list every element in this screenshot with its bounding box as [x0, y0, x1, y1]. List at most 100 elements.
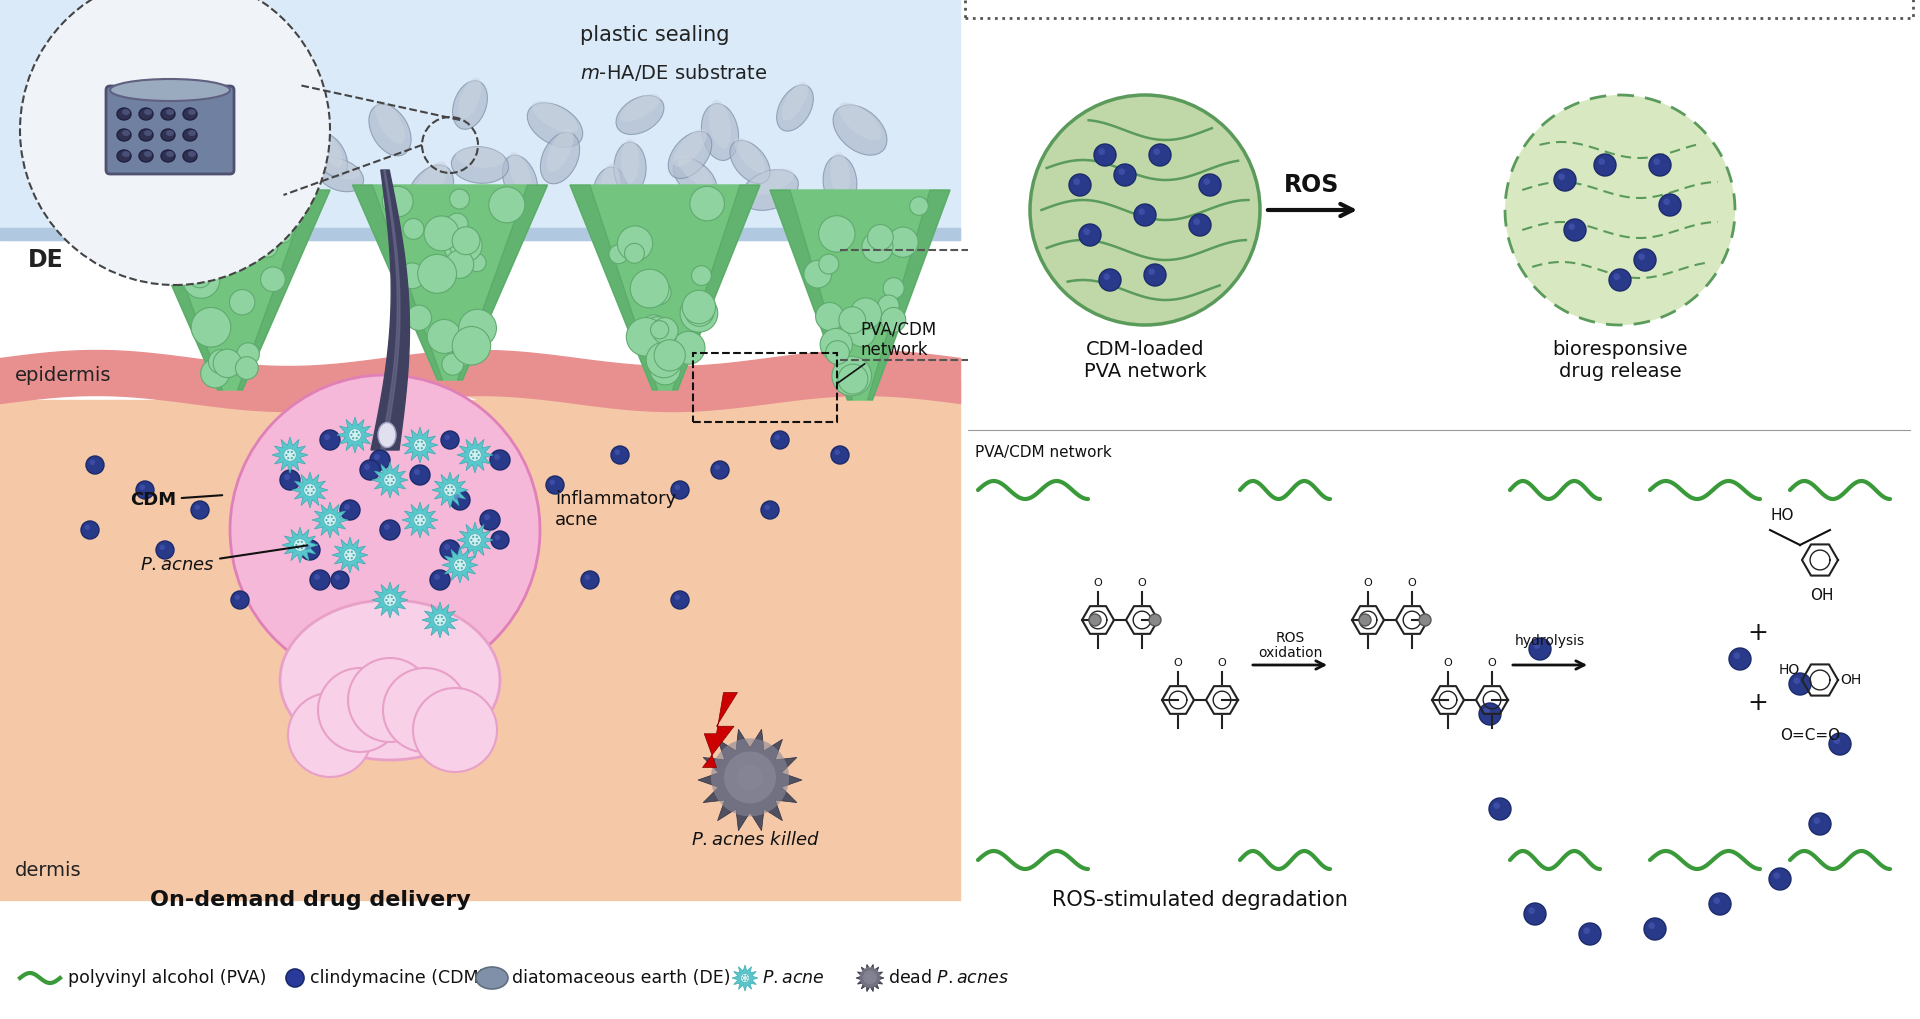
Circle shape [741, 973, 749, 982]
Circle shape [689, 186, 724, 221]
Circle shape [303, 544, 305, 546]
Circle shape [476, 536, 478, 538]
Ellipse shape [503, 155, 538, 205]
Circle shape [202, 359, 230, 388]
Polygon shape [432, 472, 468, 508]
Circle shape [230, 591, 250, 609]
Circle shape [457, 560, 459, 562]
Circle shape [818, 216, 854, 252]
Circle shape [1198, 174, 1221, 196]
Circle shape [685, 298, 714, 326]
Circle shape [626, 318, 664, 356]
Polygon shape [238, 190, 330, 390]
Circle shape [420, 516, 422, 518]
Circle shape [445, 213, 468, 235]
Circle shape [1793, 678, 1801, 684]
Text: epidermis: epidermis [15, 366, 111, 384]
Circle shape [881, 308, 906, 332]
Circle shape [167, 228, 200, 262]
Circle shape [445, 489, 447, 491]
Circle shape [292, 453, 294, 457]
Text: ROS-stimulated degradation: ROS-stimulated degradation [1052, 890, 1348, 910]
Circle shape [472, 458, 474, 460]
Ellipse shape [165, 151, 175, 157]
Circle shape [1144, 264, 1165, 286]
Circle shape [655, 339, 685, 371]
Circle shape [236, 357, 257, 379]
Polygon shape [422, 602, 459, 638]
Circle shape [611, 446, 630, 464]
Circle shape [213, 350, 242, 378]
Circle shape [1114, 164, 1137, 186]
Polygon shape [338, 417, 372, 453]
Circle shape [236, 342, 259, 365]
Circle shape [1505, 95, 1736, 325]
Circle shape [639, 317, 676, 353]
Text: diatomaceous earth (DE): diatomaceous earth (DE) [513, 969, 730, 987]
Circle shape [714, 465, 720, 470]
Ellipse shape [547, 128, 574, 172]
Ellipse shape [540, 132, 580, 183]
Polygon shape [401, 427, 438, 463]
Ellipse shape [144, 151, 152, 157]
Circle shape [442, 615, 444, 618]
Ellipse shape [735, 138, 766, 173]
Circle shape [804, 260, 831, 288]
Circle shape [298, 541, 300, 543]
Circle shape [413, 439, 426, 451]
Circle shape [209, 350, 232, 374]
Circle shape [321, 430, 340, 450]
Polygon shape [703, 693, 737, 767]
Circle shape [334, 575, 340, 580]
Circle shape [413, 688, 497, 772]
Text: O: O [1139, 578, 1146, 588]
Circle shape [449, 190, 470, 209]
Text: OH: OH [1839, 673, 1860, 687]
Circle shape [382, 186, 413, 217]
Ellipse shape [227, 175, 273, 208]
Polygon shape [570, 185, 760, 390]
Circle shape [349, 429, 361, 441]
Circle shape [1117, 168, 1125, 175]
Circle shape [455, 564, 457, 567]
Circle shape [313, 489, 315, 491]
Circle shape [349, 434, 353, 436]
Circle shape [490, 186, 524, 223]
Circle shape [234, 352, 253, 372]
Circle shape [417, 441, 419, 443]
Circle shape [415, 444, 417, 446]
Circle shape [1154, 149, 1160, 155]
Ellipse shape [839, 102, 881, 141]
Circle shape [324, 434, 330, 440]
Circle shape [438, 622, 440, 625]
Circle shape [624, 244, 645, 263]
Circle shape [484, 514, 490, 520]
Polygon shape [131, 190, 223, 390]
Ellipse shape [190, 123, 238, 150]
Text: O: O [1488, 658, 1496, 668]
Ellipse shape [833, 105, 887, 155]
Circle shape [420, 441, 422, 443]
Ellipse shape [117, 108, 131, 120]
Circle shape [691, 266, 710, 285]
Circle shape [820, 328, 852, 361]
Circle shape [288, 450, 290, 453]
Circle shape [309, 570, 330, 590]
Circle shape [436, 619, 438, 621]
Circle shape [647, 280, 672, 305]
Text: DE: DE [29, 248, 63, 272]
Ellipse shape [117, 150, 131, 162]
Ellipse shape [369, 104, 411, 156]
Ellipse shape [708, 100, 732, 149]
Circle shape [772, 431, 789, 449]
Ellipse shape [138, 150, 154, 162]
Circle shape [415, 519, 417, 521]
Circle shape [1609, 269, 1630, 291]
Ellipse shape [186, 124, 244, 166]
Circle shape [887, 227, 918, 257]
Circle shape [1559, 173, 1565, 180]
Circle shape [1069, 174, 1091, 196]
Polygon shape [0, 400, 960, 900]
Circle shape [459, 310, 497, 347]
Circle shape [1194, 218, 1200, 225]
